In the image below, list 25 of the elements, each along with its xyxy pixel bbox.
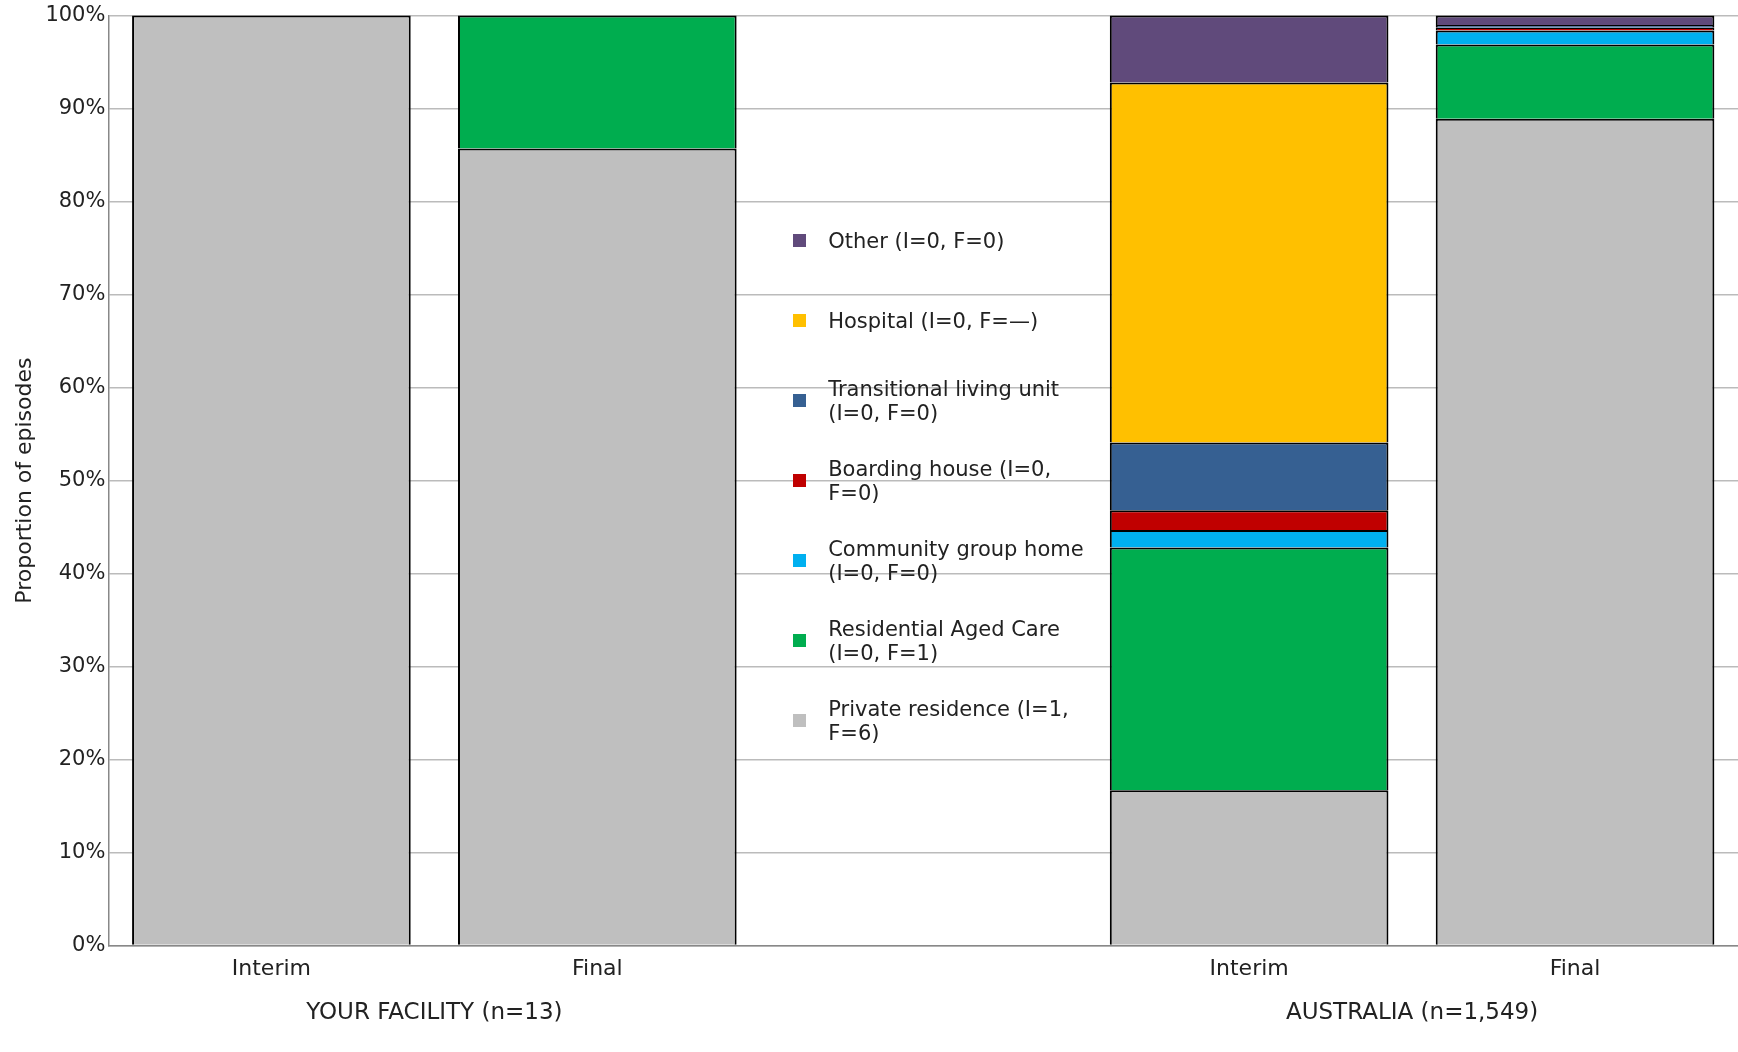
- x-tick-label: Interim: [1209, 954, 1289, 980]
- y-axis-title: Proportion of episodes: [10, 357, 36, 604]
- legend-label: Community group home (I=0, F=0): [828, 536, 1085, 585]
- text: AUSTRALIA (n=1,549): [1285, 997, 1539, 1024]
- y-tick-label: 0%: [72, 932, 106, 957]
- y-tick-label: 10%: [58, 839, 106, 864]
- legend-label: Hospital (I=0, F=—): [828, 308, 1039, 333]
- y-tick-label: 40%: [58, 560, 106, 585]
- text: YOUR FACILITY (n=13): [306, 997, 563, 1024]
- legend-label: Other (I=0, F=0): [828, 228, 1005, 253]
- legend-label: Residential Aged Care (I=0, F=1): [828, 616, 1061, 665]
- y-tick-label: 80%: [58, 188, 106, 213]
- x-tick-label: Final: [1549, 954, 1601, 980]
- y-tick-label: 100%: [45, 2, 106, 27]
- x-tick-label: Final: [571, 954, 623, 980]
- y-tick-label: 70%: [58, 281, 106, 306]
- legend-label: Private residence (I=1, F=6): [828, 696, 1070, 745]
- legend-label: Boarding house (I=0, F=0): [828, 456, 1053, 505]
- y-tick-label: 20%: [58, 746, 106, 771]
- x-tick-label: Interim: [231, 954, 311, 980]
- y-tick-label: 30%: [58, 653, 106, 678]
- y-tick-label: 50%: [58, 467, 106, 492]
- y-tick-label: 60%: [58, 374, 106, 399]
- y-tick-label: 90%: [58, 95, 106, 120]
- legend-label: Transitional living unit (I=0, F=0): [828, 376, 1061, 425]
